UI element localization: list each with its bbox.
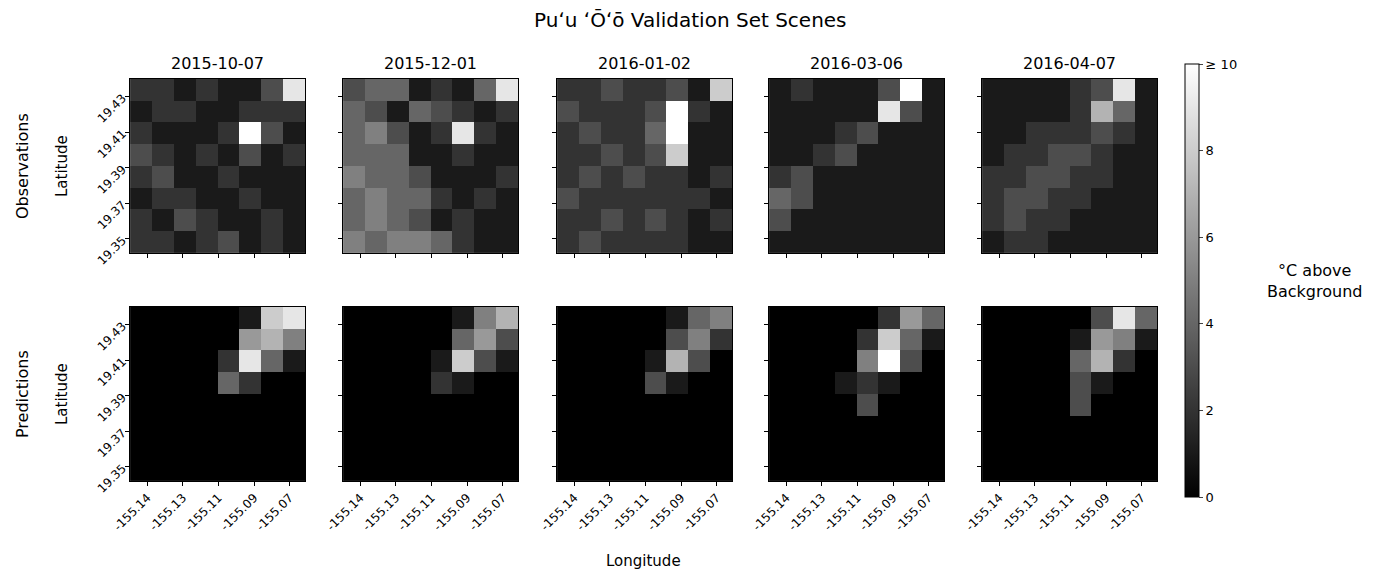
svg-text:Latitude: Latitude <box>53 135 71 197</box>
svg-text:Observations: Observations <box>13 113 32 219</box>
svg-text:-155.14: -155.14 <box>963 491 1006 534</box>
svg-text:2015-12-01: 2015-12-01 <box>384 54 477 73</box>
svg-text:-155.13: -155.13 <box>786 491 829 534</box>
svg-text:19.37: 19.37 <box>95 198 129 232</box>
svg-text:-155.09: -155.09 <box>218 491 261 534</box>
svg-text:19.41: 19.41 <box>95 127 129 161</box>
svg-text:19.39: 19.39 <box>95 162 129 196</box>
svg-text:Latitude: Latitude <box>53 363 71 425</box>
svg-text:Longitude: Longitude <box>606 552 681 570</box>
svg-text:-155.11: -155.11 <box>395 491 438 534</box>
svg-text:-155.14: -155.14 <box>538 491 581 534</box>
svg-text:-155.13: -155.13 <box>360 491 403 534</box>
svg-text:19.43: 19.43 <box>95 319 129 353</box>
svg-text:2016-01-02: 2016-01-02 <box>598 54 691 73</box>
svg-text:2015-10-07: 2015-10-07 <box>171 54 264 73</box>
svg-text:-155.09: -155.09 <box>645 491 688 534</box>
svg-text:-155.07: -155.07 <box>892 491 935 534</box>
svg-text:8: 8 <box>1206 143 1214 158</box>
svg-text:≥ 10: ≥ 10 <box>1206 57 1238 72</box>
svg-text:-155.11: -155.11 <box>1034 491 1077 534</box>
svg-text:19.35: 19.35 <box>95 233 129 267</box>
svg-text:19.39: 19.39 <box>95 390 129 424</box>
svg-text:Puʻu ʻŌʻō Validation Set Scene: Puʻu ʻŌʻō Validation Set Scenes <box>534 8 847 32</box>
svg-text:0: 0 <box>1206 490 1214 505</box>
svg-text:-155.07: -155.07 <box>1105 491 1148 534</box>
svg-text:Predictions: Predictions <box>13 350 32 438</box>
svg-text:-155.07: -155.07 <box>253 491 296 534</box>
svg-text:19.35: 19.35 <box>95 461 129 495</box>
svg-text:6: 6 <box>1206 230 1214 245</box>
svg-text:2: 2 <box>1206 403 1214 418</box>
svg-text:-155.11: -155.11 <box>182 491 225 534</box>
svg-text:2016-04-07: 2016-04-07 <box>1023 54 1116 73</box>
svg-text:19.43: 19.43 <box>95 91 129 125</box>
svg-text:-155.13: -155.13 <box>147 491 190 534</box>
svg-text:19.37: 19.37 <box>95 426 129 460</box>
svg-text:-155.14: -155.14 <box>324 491 367 534</box>
svg-text:-155.09: -155.09 <box>857 491 900 534</box>
svg-text:-155.11: -155.11 <box>821 491 864 534</box>
svg-text:-155.14: -155.14 <box>750 491 793 534</box>
svg-text:2016-03-06: 2016-03-06 <box>810 54 903 73</box>
svg-text:-155.07: -155.07 <box>680 491 723 534</box>
svg-text:4: 4 <box>1206 316 1214 331</box>
svg-text:-155.13: -155.13 <box>999 491 1042 534</box>
svg-text:-155.14: -155.14 <box>111 491 154 534</box>
svg-text:-155.07: -155.07 <box>466 491 509 534</box>
svg-text:19.41: 19.41 <box>95 355 129 389</box>
svg-text:°C aboveBackground: °C aboveBackground <box>1267 261 1362 301</box>
svg-text:-155.09: -155.09 <box>1070 491 1113 534</box>
svg-text:-155.11: -155.11 <box>609 491 652 534</box>
svg-text:-155.13: -155.13 <box>574 491 617 534</box>
svg-text:-155.09: -155.09 <box>431 491 474 534</box>
